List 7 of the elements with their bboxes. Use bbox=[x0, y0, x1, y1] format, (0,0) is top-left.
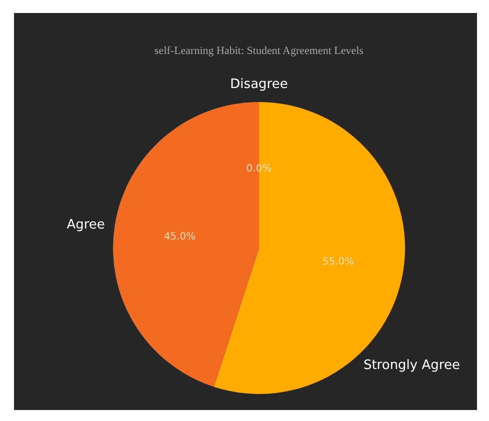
data-label: 45.0% bbox=[164, 231, 196, 242]
data-label: 55.0% bbox=[322, 256, 354, 268]
category-label: Disagree bbox=[230, 77, 288, 92]
chart-title: self-Learning Habit: Student Agreement Levels bbox=[154, 45, 364, 57]
slice-label: Agree bbox=[66, 218, 105, 233]
slice-label: Strongly Agree bbox=[363, 358, 460, 373]
text: 0.0% bbox=[246, 164, 272, 175]
